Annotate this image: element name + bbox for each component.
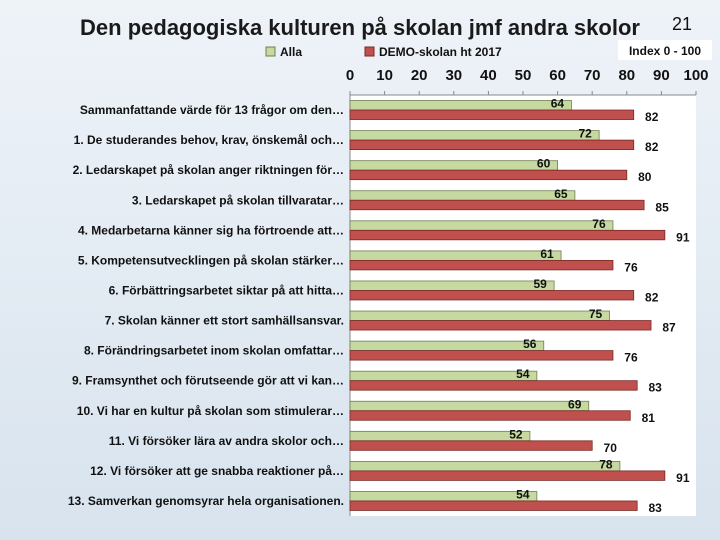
legend: Alla DEMO-skolan ht 2017 — [265, 45, 502, 59]
bar-alla — [349, 340, 545, 352]
data-label-demo: 82 — [645, 110, 659, 124]
data-label-alla: 78 — [599, 457, 613, 471]
bar-demo — [349, 139, 635, 151]
x-tick-label: 70 — [584, 67, 601, 84]
bar-demo — [349, 500, 638, 511]
data-label-demo: 82 — [645, 140, 659, 154]
bar-alla — [349, 370, 538, 382]
x-tick-label: 60 — [549, 67, 566, 84]
data-label-demo: 76 — [624, 260, 638, 274]
bar-alla — [349, 100, 572, 111]
index-annotation: Index 0 - 100 — [618, 40, 712, 60]
data-label-demo: 91 — [676, 471, 690, 485]
bar-demo — [349, 290, 635, 301]
index-annotation-text: Index 0 - 100 — [629, 44, 701, 58]
category-label: 13. Samverkan genomsyrar hela organisati… — [68, 494, 344, 508]
bar-demo — [349, 320, 652, 331]
category-label: 10. Vi har en kultur på skolan som stimu… — [77, 404, 344, 418]
bar-alla — [349, 460, 621, 472]
x-tick-label: 10 — [376, 67, 393, 84]
data-label-demo: 83 — [649, 381, 663, 395]
bar-demo — [349, 440, 593, 451]
bar-demo — [349, 350, 614, 361]
bar-alla — [349, 400, 590, 412]
x-tick-label: 100 — [683, 67, 708, 84]
data-label-demo: 83 — [649, 501, 663, 515]
bar-demo — [349, 380, 638, 391]
x-tick-label: 40 — [480, 67, 497, 84]
category-label: Sammanfattande värde för 13 frågor om de… — [80, 103, 344, 117]
bar-alla — [349, 220, 614, 231]
category-label: 3. Ledarskapet på skolan tillvaratar… — [132, 193, 344, 207]
x-tick-label: 0 — [346, 67, 354, 84]
bars: 64 82 72 82 60 80 65 85 76 91 61 76 59 82 75 87 56 76 54 83… — [349, 97, 690, 515]
index-annotation-box — [618, 40, 712, 60]
category-label: 11. Vi försöker lära av andra skolor och… — [109, 434, 344, 448]
bar-demo — [349, 410, 631, 421]
category-label: 4. Medarbetarna känner sig ha förtroende… — [78, 223, 344, 237]
data-label-alla: 52 — [509, 427, 523, 441]
category-label: 8. Förändringsarbetet inom skolan omfatt… — [84, 344, 344, 358]
slide-number: 21 — [672, 14, 692, 34]
data-label-demo: 76 — [624, 351, 638, 365]
bar-demo — [349, 199, 645, 211]
data-label-alla: 54 — [516, 367, 530, 381]
data-label-alla: 65 — [554, 187, 568, 201]
data-label-alla: 72 — [578, 127, 592, 141]
data-label-alla: 64 — [551, 97, 565, 111]
category-label: 12. Vi försöker att ge snabba reaktioner… — [90, 464, 344, 478]
legend-label-alla: Alla — [280, 45, 302, 59]
data-label-alla: 69 — [568, 397, 582, 411]
x-tick-label: 30 — [445, 67, 462, 84]
data-label-demo: 87 — [662, 321, 676, 335]
bar-demo — [349, 169, 628, 181]
category-label: 7. Skolan känner ett stort samhällsansva… — [105, 314, 344, 328]
category-label: 9. Framsynthet och förutseende gör att v… — [72, 374, 344, 388]
x-tick-label: 80 — [618, 67, 635, 84]
bar-demo — [349, 259, 614, 271]
bar-demo — [349, 109, 635, 120]
bar-alla — [349, 280, 555, 291]
data-label-demo: 80 — [638, 170, 652, 184]
category-label: 1. De studerandes behov, krav, önskemål … — [74, 133, 344, 147]
bar-alla — [349, 190, 576, 201]
data-label-alla: 76 — [592, 217, 606, 231]
category-label: 6. Förbättringsarbetet siktar på att hit… — [109, 283, 344, 297]
data-label-alla: 75 — [589, 307, 603, 321]
data-label-alla: 61 — [540, 247, 554, 261]
x-tick-label: 90 — [653, 67, 670, 84]
data-label-alla: 56 — [523, 337, 537, 351]
plot-area — [350, 95, 696, 516]
legend-swatch-demo — [364, 46, 375, 57]
bar-demo — [349, 470, 666, 481]
data-label-demo: 70 — [604, 441, 618, 455]
data-label-alla: 60 — [537, 157, 551, 171]
bar-alla — [349, 430, 531, 442]
bar-demo — [349, 229, 666, 241]
category-label: 2. Ledarskapet på skolan anger riktninge… — [73, 163, 344, 177]
data-label-alla: 54 — [516, 487, 530, 501]
bar-alla — [349, 491, 538, 502]
legend-swatch-alla — [265, 46, 276, 57]
data-label-demo: 81 — [642, 411, 656, 425]
legend-label-demo: DEMO-skolan ht 2017 — [379, 45, 502, 59]
chart-title: Den pedagogiska kulturen på skolan jmf a… — [80, 15, 640, 40]
data-label-demo: 85 — [655, 200, 669, 214]
bar-alla — [349, 130, 600, 141]
category-labels: Sammanfattande värde för 13 frågor om de… — [68, 103, 344, 508]
bar-alla — [349, 310, 610, 321]
bar-alla — [349, 250, 562, 261]
data-label-demo: 91 — [676, 230, 690, 244]
x-axis: 0 10 20 30 40 50 60 70 80 90 100 — [346, 67, 709, 516]
data-label-alla: 59 — [533, 277, 547, 291]
bar-alla — [349, 160, 559, 171]
x-tick-label: 20 — [411, 67, 428, 84]
data-label-demo: 82 — [645, 290, 659, 304]
category-label: 5. Kompetensutvecklingen på skolan stärk… — [78, 253, 344, 267]
x-tick-label: 50 — [515, 67, 532, 84]
